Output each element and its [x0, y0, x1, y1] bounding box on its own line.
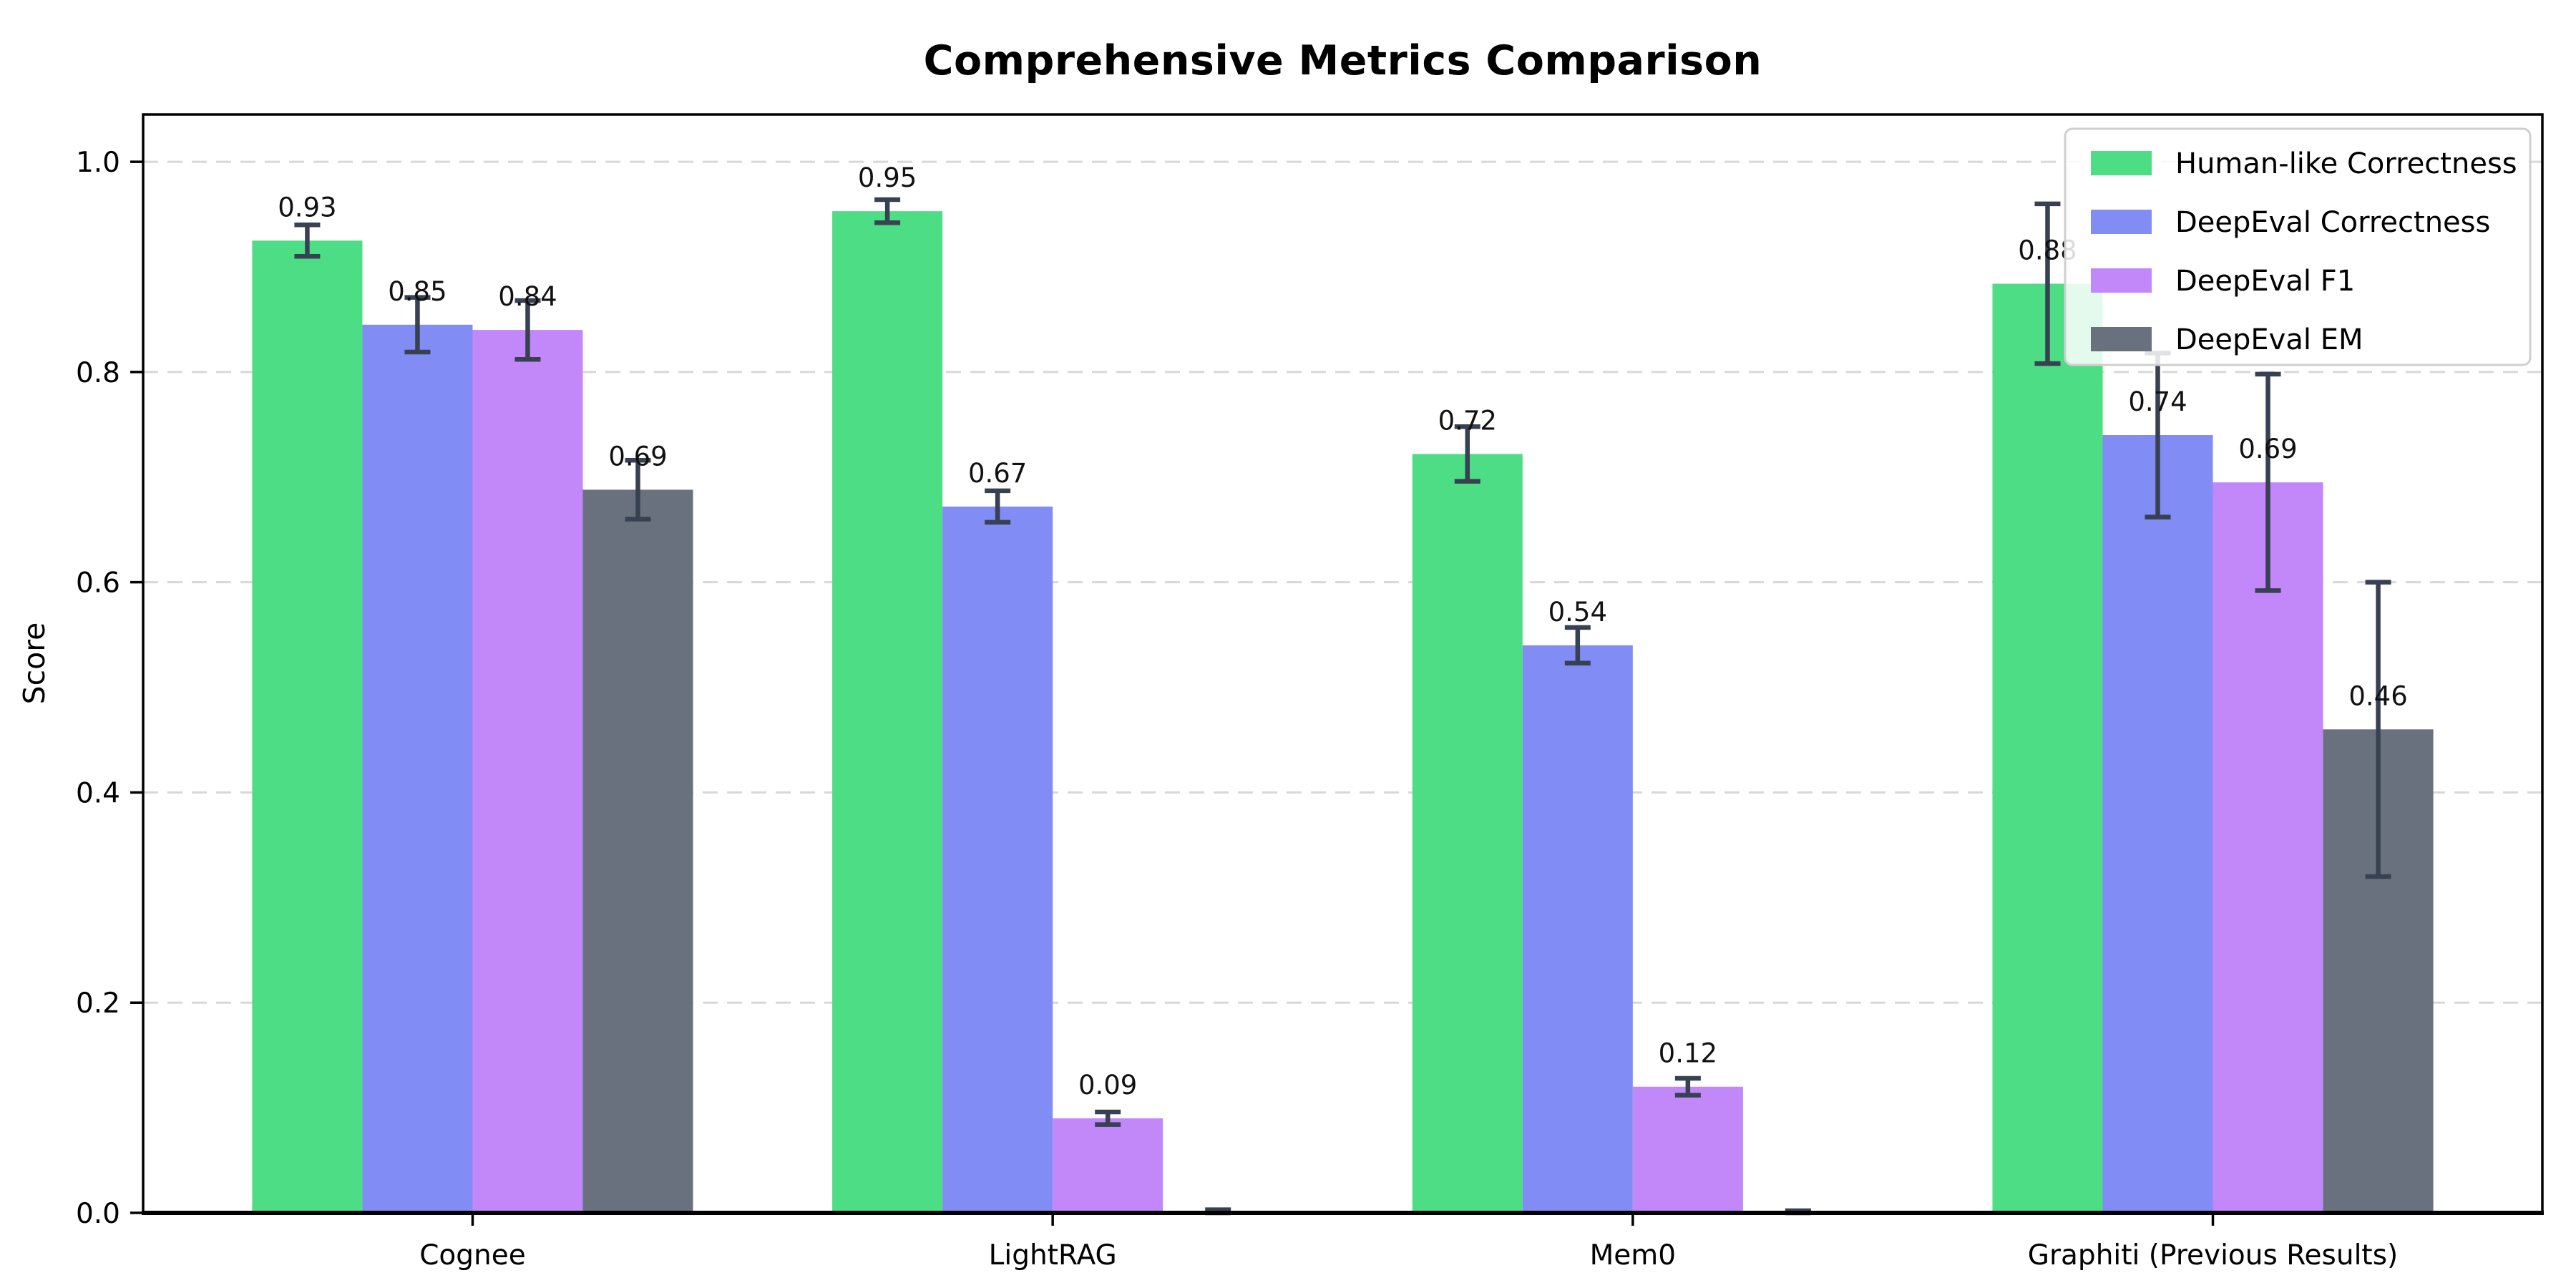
bar-value-label: 0.09	[1078, 1070, 1137, 1101]
legend-label: DeepEval F1	[2175, 265, 2355, 298]
bar-value-label: 0.74	[2128, 386, 2187, 417]
bar-value-label: 0.67	[968, 458, 1027, 489]
bar-deepeval-correctness-cognee	[362, 324, 473, 1213]
bar-deepeval-correctness-mem0	[1522, 645, 1633, 1213]
x-tick-label: Cognee	[419, 1239, 526, 1272]
legend-label: Human-like Correctness	[2175, 147, 2517, 180]
y-tick-label: 0.8	[76, 357, 120, 389]
bar-value-label: 0.84	[498, 281, 557, 312]
bar-value-label: 0.69	[2238, 434, 2297, 464]
legend-label: DeepEval EM	[2175, 323, 2363, 356]
bar-human-like-correctness-lightrag	[832, 211, 943, 1213]
bar-deepeval-correctness-graphiti-previous-results-	[2102, 435, 2213, 1213]
legend-label: DeepEval Correctness	[2175, 206, 2490, 239]
legend-swatch-human-like-correctness	[2091, 151, 2152, 175]
bar-value-label: 0.85	[388, 276, 447, 307]
x-tick-label: Graphiti (Previous Results)	[2028, 1239, 2398, 1272]
bar-deepeval-f1-graphiti-previous-results-	[2212, 482, 2323, 1213]
bar-value-label: 0.69	[608, 441, 667, 472]
y-tick-label: 0.2	[76, 987, 120, 1020]
bar-value-label: 0.95	[858, 162, 917, 193]
bar-value-label: 0.12	[1659, 1038, 1717, 1069]
y-tick-label: 0.4	[76, 777, 120, 809]
legend-swatch-deepeval-correctness	[2091, 210, 2152, 234]
bar-deepeval-correctness-lightrag	[942, 506, 1053, 1213]
bar-value-label: 0.72	[1438, 405, 1497, 436]
legend-box	[2064, 127, 2532, 366]
bar-deepeval-em-cognee	[582, 489, 693, 1213]
y-tick-label: 0.0	[76, 1198, 120, 1230]
bar-value-label: 0.46	[2348, 680, 2407, 711]
bar-deepeval-f1-cognee	[472, 330, 583, 1213]
bar-deepeval-f1-lightrag	[1053, 1118, 1163, 1213]
bar-human-like-correctness-mem0	[1412, 454, 1523, 1213]
bar-human-like-correctness-graphiti-previous-results-	[1992, 283, 2103, 1214]
bar-value-label: 0.54	[1548, 597, 1607, 628]
y-tick-label: 0.6	[76, 567, 120, 600]
legend-swatch-deepeval-f1	[2091, 268, 2152, 293]
legend-swatch-deepeval-em	[2091, 327, 2152, 351]
x-tick-label: Mem0	[1590, 1239, 1676, 1272]
chart-title: Comprehensive Metrics Comparison	[923, 37, 1762, 84]
y-tick-label: 1.0	[76, 147, 120, 179]
bar-deepeval-f1-mem0	[1632, 1086, 1743, 1213]
x-tick-label: LightRAG	[989, 1239, 1117, 1272]
bar-human-like-correctness-cognee	[252, 240, 363, 1213]
bar-value-label: 0.93	[278, 192, 336, 223]
